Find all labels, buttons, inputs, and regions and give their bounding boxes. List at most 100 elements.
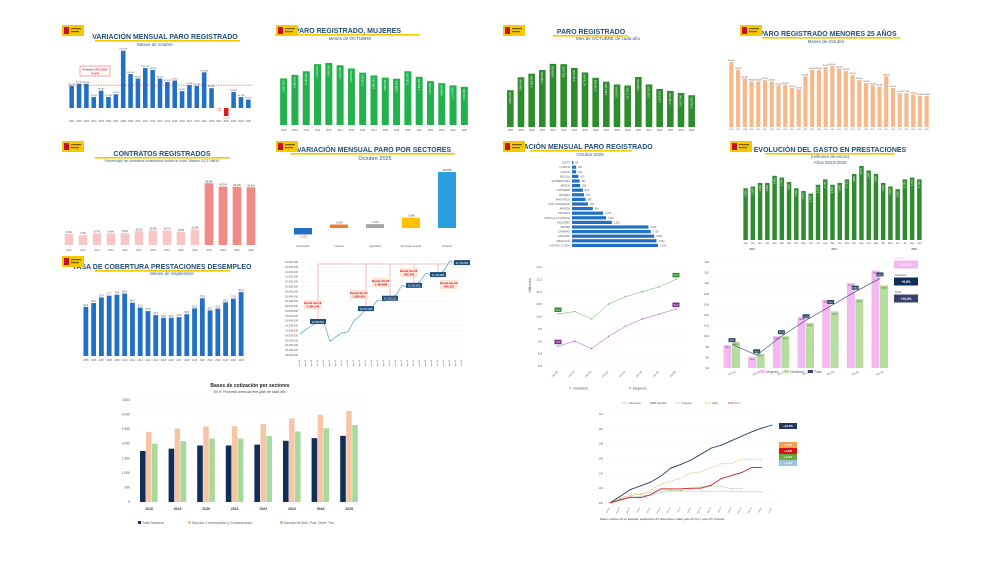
x-tick-label: 2015 [108, 249, 114, 252]
point-label-box [430, 272, 446, 278]
data-label: 1.627 [608, 217, 615, 220]
x-tick-label: 2005 [83, 359, 89, 362]
data-label: 61,3 [192, 305, 197, 308]
x-tick-label: sep-23 [407, 359, 409, 366]
data-label: 49,2 [169, 315, 174, 318]
data-label: 313.000 [822, 65, 829, 67]
data-label: 106,9 [823, 302, 829, 304]
x-tick-label: Nov [758, 242, 763, 245]
bar [192, 308, 197, 356]
bar [231, 426, 238, 502]
x-tick-label: 2025 [462, 129, 468, 132]
data-label: 265.000 [802, 74, 809, 76]
data-label: 1.750 [780, 179, 784, 186]
x-tick-label: 2003 [84, 120, 90, 123]
change-label: +5,9% [784, 443, 793, 447]
data-label: 73,9 [231, 296, 236, 299]
y-tick-label: 19.600.000 [285, 314, 299, 318]
x-tick-label: 2010 [292, 129, 298, 132]
logo-text [71, 259, 81, 261]
bar [924, 95, 929, 127]
legend-marker [569, 387, 571, 389]
data-label: 52,7 [153, 312, 158, 315]
x-tick-label: 2009 [128, 120, 134, 123]
bar [145, 311, 151, 356]
average-value: 76.979 [91, 72, 99, 76]
data-label: 1.990.000 [293, 76, 297, 88]
data-label: 1.800 [772, 177, 776, 184]
bar [218, 186, 228, 245]
bar [572, 202, 588, 206]
bar [729, 62, 734, 127]
bar [237, 438, 244, 502]
data-label: 177.000 [896, 91, 903, 93]
bar [231, 91, 236, 108]
data-label: 2.078.000 [360, 74, 364, 86]
x-tick-label: 2023 [288, 507, 296, 511]
data-label: 4.527.000 [572, 69, 576, 81]
bar [822, 299, 831, 368]
bar [572, 225, 649, 229]
x-tick-label: jun-22 [377, 359, 379, 367]
x-tick-label: Sin empleo anterior [401, 245, 422, 248]
x-tick-label: Oct [838, 242, 842, 245]
year-label: 2024 [831, 248, 837, 251]
point-label-box [358, 306, 374, 312]
x-tick-label: Industria [334, 245, 344, 248]
data-label: 2.607.000 [679, 94, 683, 106]
x-tick-label: 2021 [207, 359, 213, 362]
chart-subtitle: Octubre 2025 [576, 152, 604, 157]
government-logo [503, 25, 525, 36]
x-tick-label: 1998 [743, 129, 747, 131]
data-point [720, 486, 722, 488]
bar [917, 95, 922, 127]
x-tick-label: oct-22 [801, 370, 810, 377]
logo-text [512, 28, 522, 30]
x-tick-label: 2016 [593, 129, 599, 132]
bar [197, 445, 203, 502]
x-tick-label: 2025 [246, 120, 252, 123]
bar [572, 230, 651, 234]
logo-text [285, 147, 293, 149]
bar [723, 345, 732, 368]
bar [732, 342, 740, 368]
x-tick-label: 2013 [157, 120, 163, 123]
y-axis-label: Millones [527, 278, 532, 293]
x-tick-label: 2018 [878, 129, 882, 131]
data-label: 64 [575, 162, 578, 165]
annotation-box [440, 280, 458, 289]
data-label: 3.177.000 [625, 87, 629, 99]
bar [572, 243, 658, 247]
bar [120, 233, 130, 245]
data-label: 3.254.000 [615, 86, 619, 98]
data-label: 96,7 [759, 356, 764, 358]
data-label: 107,0 [857, 301, 863, 303]
x-tick-label: mar-23 [394, 359, 397, 367]
bar [815, 184, 821, 240]
point-label: 100,0 [779, 332, 785, 334]
data-label: 245.000 [762, 78, 769, 80]
data-label: 49,2 [161, 315, 166, 318]
bar [572, 234, 655, 238]
data-label: 245.000 [856, 78, 863, 80]
series-line [557, 308, 677, 349]
data-label: 292.000 [843, 69, 850, 71]
data-label: 3.257.000 [647, 86, 651, 98]
y-tick-label: 18.800.000 [285, 333, 299, 337]
x-tick-label: 2020 [209, 120, 215, 123]
data-label: 2.432.000 [689, 97, 693, 109]
x-tick-label: 2019 [394, 129, 400, 132]
x-tick-label: 2021 [898, 129, 902, 131]
chart-title: VARIACIÓN MENSUAL PARO POR SECTORES [297, 145, 452, 154]
bar [254, 444, 260, 502]
point-label-box [382, 295, 398, 301]
chart-subtitle: Mes de OCTUBRE de cada año [576, 36, 641, 41]
bar [223, 108, 229, 117]
data-label: 69,1 [223, 299, 228, 302]
bar [756, 81, 761, 127]
coat-of-arms-icon [64, 258, 69, 265]
logo-text [739, 144, 749, 146]
data-label: 3.467.000 [604, 83, 608, 95]
x-tick-label: Jun [809, 242, 814, 245]
y-tick-label: 21.000.000 [285, 280, 299, 284]
